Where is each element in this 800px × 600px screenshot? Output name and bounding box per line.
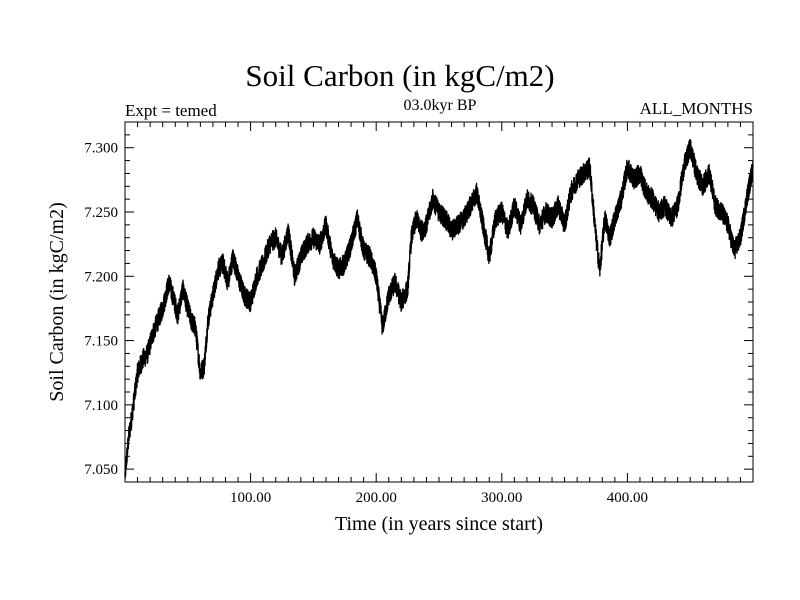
x-tick-label: 300.00 xyxy=(481,490,522,506)
y-tick-label: 7.150 xyxy=(84,334,118,350)
period-label: 03.0kyr BP xyxy=(403,97,477,114)
y-tick-label: 7.050 xyxy=(84,462,118,478)
x-tick-label: 400.00 xyxy=(607,490,648,506)
x-axis-label: Time (in years since start) xyxy=(335,513,543,535)
series-line xyxy=(124,138,754,480)
y-axis-label: Soil Carbon (in kgC/m2) xyxy=(46,202,68,401)
x-tick-label: 100.00 xyxy=(230,490,271,506)
y-tick-label: 7.250 xyxy=(84,205,118,221)
x-tick-label: 200.00 xyxy=(356,490,397,506)
y-tick-label: 7.200 xyxy=(84,269,118,285)
plot-frame xyxy=(124,121,754,483)
experiment-label: Expt = temed xyxy=(125,101,217,120)
months-label: ALL_MONTHS xyxy=(639,99,753,118)
chart-title: Soil Carbon (in kgC/m2) xyxy=(245,58,555,93)
y-tick-label: 7.100 xyxy=(84,398,118,414)
y-tick-label: 7.300 xyxy=(84,141,118,157)
